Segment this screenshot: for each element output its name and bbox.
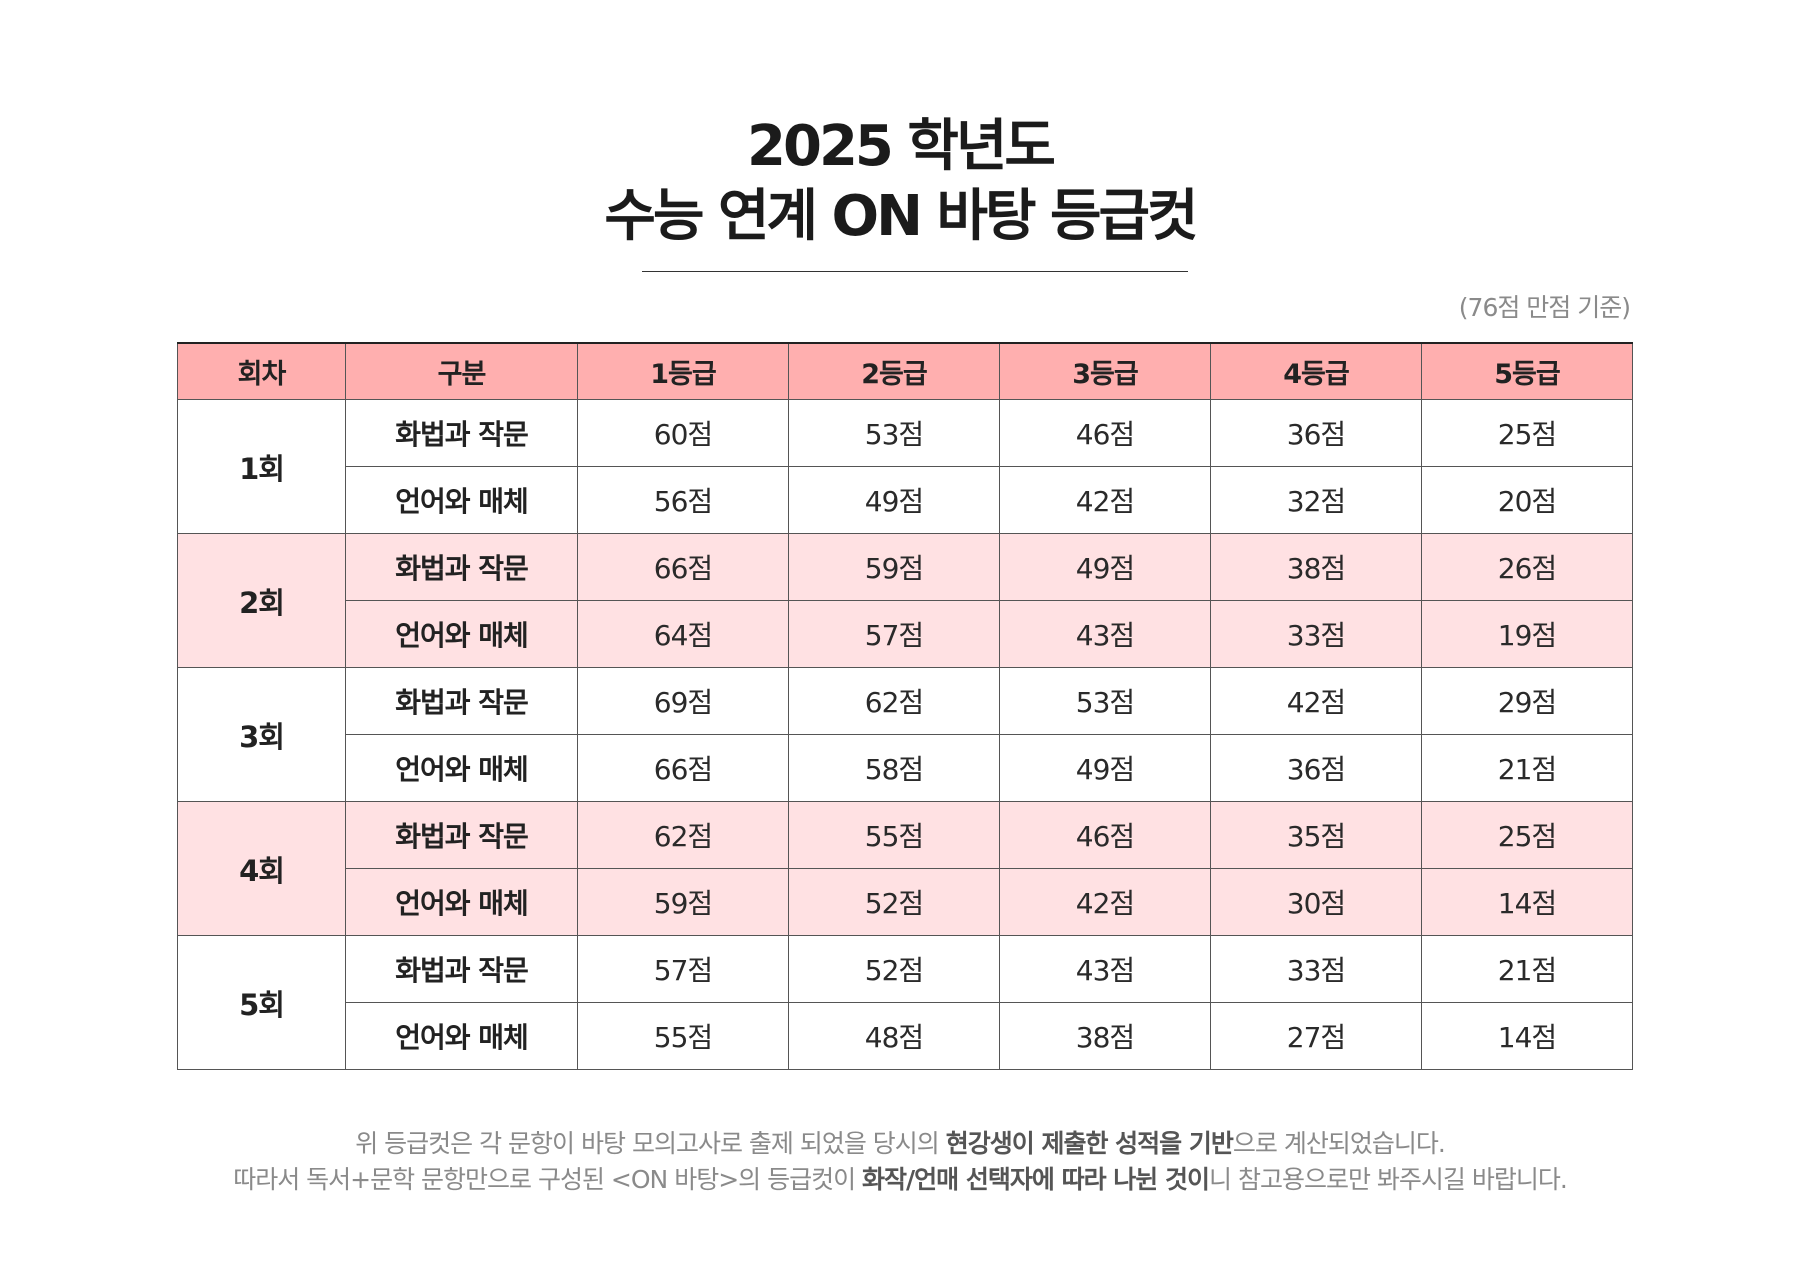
score-cell: 14점 [1421,1002,1633,1070]
score-cell: 25점 [1421,801,1633,869]
score-cell: 35점 [1210,801,1422,869]
score-cell: 55점 [788,801,1000,869]
page-title: 2025 학년도 수능 연계 ON 바탕 등급컷 [0,112,1800,252]
round-label: 4회 [177,801,346,936]
score-cell: 69점 [577,667,789,735]
title-divider [642,271,1188,272]
round-label: 5회 [177,935,346,1070]
score-cell: 46점 [999,399,1211,467]
subject-type: 언어와 매체 [345,868,578,936]
footnote-text: 위 등급컷은 각 문항이 바탕 모의고사로 출제 되었을 당시의 [355,1129,946,1158]
footnote-text: 으로 계산되었습니다. [1232,1129,1446,1158]
footnote-emphasis: 화작/언매 선택자에 따라 나뉜 것이 [862,1165,1210,1194]
score-cell: 64점 [577,600,789,668]
header-grade-1: 1등급 [577,343,789,400]
score-cell: 26점 [1421,533,1633,601]
footnote: 위 등급컷은 각 문항이 바탕 모의고사로 출제 되었을 당시의 현강생이 제출… [0,1126,1800,1198]
header-grade-3: 3등급 [999,343,1211,400]
score-cell: 38점 [999,1002,1211,1070]
score-cell: 29점 [1421,667,1633,735]
score-cell: 21점 [1421,734,1633,802]
score-cell: 14점 [1421,868,1633,936]
subject-type: 언어와 매체 [345,600,578,668]
header-grade-4: 4등급 [1210,343,1422,400]
score-cell: 57점 [788,600,1000,668]
table-row: 언어와 매체 55점 48점 38점 27점 14점 [178,1002,1633,1070]
subject-type: 언어와 매체 [345,734,578,802]
score-cell: 32점 [1210,466,1422,534]
score-cell: 60점 [577,399,789,467]
header-grade-2: 2등급 [788,343,1000,400]
score-cell: 52점 [788,868,1000,936]
footnote-line-1: 위 등급컷은 각 문항이 바탕 모의고사로 출제 되었을 당시의 현강생이 제출… [0,1126,1800,1162]
score-basis-note: (76점 만점 기준) [1458,293,1631,322]
score-cell: 48점 [788,1002,1000,1070]
table-row: 언어와 매체 66점 58점 49점 36점 21점 [178,734,1633,802]
score-cell: 52점 [788,935,1000,1003]
score-cell: 30점 [1210,868,1422,936]
score-cell: 66점 [577,734,789,802]
round-label: 2회 [177,533,346,668]
subject-type: 화법과 작문 [345,399,578,467]
subject-type: 화법과 작문 [345,935,578,1003]
score-cell: 42점 [1210,667,1422,735]
subject-type: 화법과 작문 [345,667,578,735]
score-cell: 66점 [577,533,789,601]
footnote-emphasis: 현강생이 제출한 성적을 기반 [945,1129,1234,1158]
subject-type: 언어와 매체 [345,466,578,534]
grade-cut-table: 회차 구분 1등급 2등급 3등급 4등급 5등급 1회 화법과 작문 60점 … [177,342,1633,1070]
footnote-text: 따라서 독서+문학 문항만으로 구성된 <ON 바탕>의 등급컷이 [233,1165,863,1194]
score-cell: 43점 [999,600,1211,668]
title-line-2: 수능 연계 ON 바탕 등급컷 [604,184,1198,249]
footnote-text: 니 참고용으로만 봐주시길 바랍니다. [1209,1165,1568,1194]
score-cell: 20점 [1421,466,1633,534]
header-grade-5: 5등급 [1421,343,1633,400]
score-cell: 55점 [577,1002,789,1070]
title-line-1: 2025 학년도 [747,114,1056,179]
score-cell: 36점 [1210,399,1422,467]
score-cell: 49점 [788,466,1000,534]
table-header-row: 회차 구분 1등급 2등급 3등급 4등급 5등급 [177,343,1633,400]
header-round: 회차 [177,343,346,400]
table-row: 언어와 매체 59점 52점 42점 30점 14점 [178,868,1633,936]
footnote-line-2: 따라서 독서+문학 문항만으로 구성된 <ON 바탕>의 등급컷이 화작/언매 … [0,1162,1800,1198]
score-cell: 38점 [1210,533,1422,601]
table-row: 2회 화법과 작문 66점 59점 49점 38점 26점 [177,533,1633,668]
score-cell: 53점 [999,667,1211,735]
header-type: 구분 [345,343,578,400]
score-cell: 58점 [788,734,1000,802]
table-row: 언어와 매체 64점 57점 43점 33점 19점 [178,600,1633,668]
subject-type: 언어와 매체 [345,1002,578,1070]
table-row: 3회 화법과 작문 69점 62점 53점 42점 29점 [177,667,1633,802]
table-row: 1회 화법과 작문 60점 53점 46점 36점 25점 [177,399,1633,534]
score-cell: 59점 [788,533,1000,601]
score-cell: 36점 [1210,734,1422,802]
score-cell: 53점 [788,399,1000,467]
score-cell: 25점 [1421,399,1633,467]
score-cell: 21점 [1421,935,1633,1003]
score-cell: 42점 [999,868,1211,936]
score-cell: 56점 [577,466,789,534]
score-cell: 42점 [999,466,1211,534]
score-cell: 57점 [577,935,789,1003]
score-cell: 19점 [1421,600,1633,668]
table-row: 4회 화법과 작문 62점 55점 46점 35점 25점 [177,801,1633,936]
score-cell: 27점 [1210,1002,1422,1070]
score-cell: 49점 [999,533,1211,601]
score-cell: 62점 [788,667,1000,735]
subject-type: 화법과 작문 [345,533,578,601]
score-cell: 59점 [577,868,789,936]
score-cell: 49점 [999,734,1211,802]
score-cell: 33점 [1210,600,1422,668]
table-row: 언어와 매체 56점 49점 42점 32점 20점 [178,466,1633,534]
score-cell: 33점 [1210,935,1422,1003]
score-cell: 62점 [577,801,789,869]
round-label: 3회 [177,667,346,802]
score-cell: 43점 [999,935,1211,1003]
table-row: 5회 화법과 작문 57점 52점 43점 33점 21점 [177,935,1633,1070]
score-cell: 46점 [999,801,1211,869]
subject-type: 화법과 작문 [345,801,578,869]
round-label: 1회 [177,399,346,534]
